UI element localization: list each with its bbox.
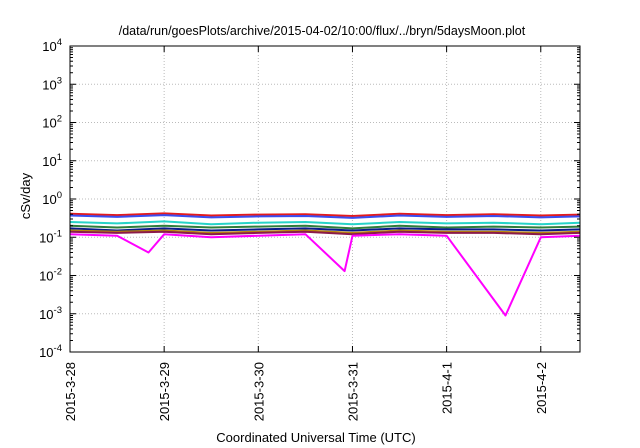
y-tick-base: 10 xyxy=(39,230,53,245)
y-tick-exponent: -1 xyxy=(54,228,62,239)
x-axis-label: Coordinated Universal Time (UTC) xyxy=(216,430,415,445)
ticks: 10-410-310-210-11001011021031042015-3-28… xyxy=(39,37,580,421)
y-tick-base: 10 xyxy=(39,269,53,284)
series-line-2 xyxy=(69,214,581,219)
x-tick-label: 2015-3-28 xyxy=(63,362,78,421)
grid xyxy=(70,46,580,352)
y-tick-base: 10 xyxy=(39,307,53,322)
series-line-8 xyxy=(69,233,581,317)
y-tick-label: 10-2 xyxy=(39,267,62,284)
y-tick-label: 10-4 xyxy=(39,343,62,360)
series-layer xyxy=(69,212,581,317)
x-tick-label: 2015-4-1 xyxy=(440,362,455,414)
y-tick-exponent: 1 xyxy=(57,152,62,163)
series-line-7 xyxy=(69,230,581,236)
y-tick-base: 10 xyxy=(42,39,56,54)
series-line-6 xyxy=(69,229,581,234)
x-tick-label: 2015-3-29 xyxy=(157,362,172,421)
series-line-4 xyxy=(69,224,581,230)
y-tick-exponent: 2 xyxy=(57,114,62,125)
series-line-5 xyxy=(69,227,581,232)
y-tick-label: 104 xyxy=(42,37,62,54)
y-tick-base: 10 xyxy=(42,116,56,131)
y-tick-base: 10 xyxy=(42,77,56,92)
y-tick-exponent: -3 xyxy=(54,305,62,316)
y-tick-exponent: -2 xyxy=(54,267,62,278)
chart-title: /data/run/goesPlots/archive/2015-04-02/1… xyxy=(119,24,526,38)
series-line-3 xyxy=(69,220,581,226)
y-tick-exponent: -4 xyxy=(54,343,62,354)
y-tick-base: 10 xyxy=(42,154,56,169)
y-tick-exponent: 0 xyxy=(57,190,62,201)
y-tick-base: 10 xyxy=(42,192,56,207)
y-tick-label: 10-3 xyxy=(39,305,62,322)
x-tick-label: 2015-3-30 xyxy=(251,362,266,421)
y-tick-label: 103 xyxy=(42,75,62,92)
y-tick-label: 102 xyxy=(42,114,62,131)
y-tick-exponent: 3 xyxy=(57,75,62,86)
x-tick-label: 2015-4-2 xyxy=(534,362,549,414)
y-axis-label: cSv/day xyxy=(18,172,33,219)
y-tick-label: 10-1 xyxy=(39,228,62,245)
x-tick-label: 2015-3-31 xyxy=(345,362,360,421)
y-tick-exponent: 4 xyxy=(57,37,62,48)
series-line-1 xyxy=(69,212,581,217)
y-tick-label: 101 xyxy=(42,152,62,169)
y-tick-base: 10 xyxy=(39,345,53,360)
y-tick-label: 100 xyxy=(42,190,62,207)
